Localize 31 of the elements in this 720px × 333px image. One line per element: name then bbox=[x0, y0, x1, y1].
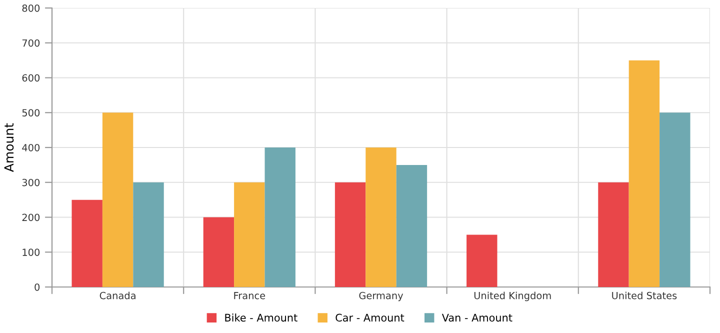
bar bbox=[334, 182, 366, 287]
x-tick-label: Germany bbox=[359, 292, 404, 302]
bar bbox=[133, 182, 164, 287]
bar bbox=[102, 112, 134, 287]
y-tick-label: 200 bbox=[22, 214, 40, 222]
bar bbox=[598, 182, 629, 287]
y-axis-title: Amount bbox=[4, 123, 14, 172]
bar bbox=[466, 234, 498, 287]
bar bbox=[366, 148, 396, 287]
legend-label: Bike - Amount bbox=[225, 314, 298, 322]
x-tick-label: United States bbox=[612, 292, 677, 300]
x-tick-label: United Kingdom bbox=[474, 292, 551, 302]
legend-label: Van - Amount bbox=[442, 314, 512, 322]
bar bbox=[72, 200, 102, 287]
y-tick-label: 500 bbox=[22, 109, 40, 116]
bar bbox=[396, 164, 428, 287]
x-tick-label: Canada bbox=[100, 292, 136, 300]
y-tick-label: 0 bbox=[34, 283, 40, 291]
y-tick-label: 700 bbox=[22, 39, 40, 47]
x-tick-label: France bbox=[234, 292, 266, 300]
y-tick-label: 600 bbox=[22, 74, 40, 82]
y-tick-label: 800 bbox=[22, 4, 40, 12]
legend-label: Car - Amount bbox=[336, 314, 404, 322]
y-tick-label: 400 bbox=[22, 144, 40, 152]
bar bbox=[264, 148, 296, 287]
y-tick-label: 300 bbox=[22, 178, 40, 186]
bar bbox=[234, 182, 265, 287]
bar bbox=[203, 217, 234, 287]
y-tick-label: 100 bbox=[22, 248, 40, 256]
bar bbox=[660, 112, 690, 287]
bar bbox=[628, 60, 660, 287]
